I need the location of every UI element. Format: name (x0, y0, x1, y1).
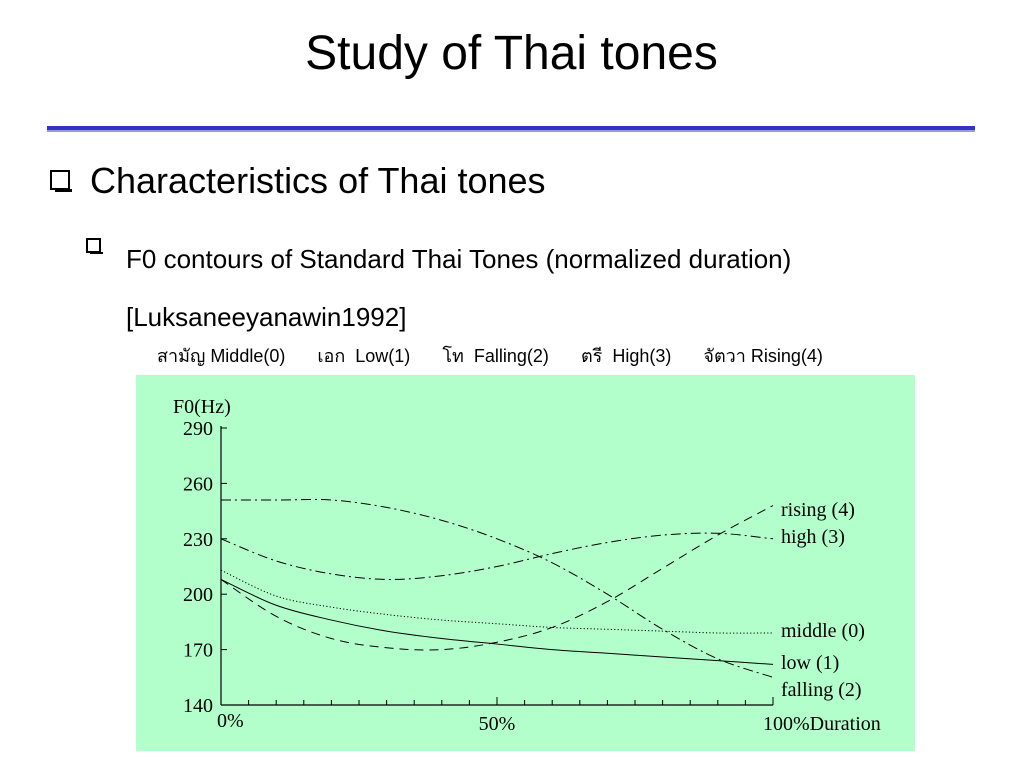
checkbox-bullet-icon (50, 170, 72, 192)
tone-label: Low(1) (355, 346, 411, 366)
series-line (220, 569, 774, 634)
tone-item: สามัญ Middle(0) (157, 343, 285, 369)
tone-thai: เอก (317, 346, 346, 366)
y-tick-label: 230 (183, 529, 213, 551)
bullet-f0-contours: F0 contours of Standard Thai Tones (norm… (126, 244, 792, 332)
tone-thai: จัตวา (703, 346, 746, 366)
tone-item: ตรี High(3) (581, 343, 671, 369)
series-label: high (3) (781, 526, 845, 548)
x-tick-label: 0% (217, 710, 244, 732)
slide-title: Study of Thai tones (305, 27, 718, 80)
tone-label: High(3) (612, 346, 672, 366)
bullet-characteristics: Characteristics of Thai tones (90, 160, 546, 201)
y-tick-label: 290 (183, 418, 213, 440)
checkbox-bullet-icon (86, 238, 103, 254)
series-line (220, 578, 774, 665)
tone-item: จัตวา Rising(4) (703, 343, 823, 369)
title-divider-shadow (47, 130, 975, 132)
y-tick-label: 140 (183, 695, 213, 717)
series-label: rising (4) (781, 499, 855, 521)
title-divider (47, 126, 975, 130)
series-line (220, 532, 774, 580)
series-label: falling (2) (781, 679, 862, 701)
series-line (220, 498, 774, 678)
tone-thai: โท (442, 346, 464, 366)
y-tick-label: 200 (183, 584, 213, 606)
f0-contour-chart: F0(Hz) 290 260 230 200 170 140 0% 50% 100%Duratio… (136, 375, 915, 751)
tone-label: Rising(4) (750, 346, 823, 366)
x-tick-label: 50% (479, 713, 516, 735)
tone-thai: ตรี (580, 346, 603, 366)
tone-thai: สามัญ (157, 346, 206, 366)
y-tick-label: 170 (183, 640, 213, 662)
tone-item: โท Falling(2) (442, 343, 549, 369)
y-tick-label: 260 (183, 473, 213, 495)
tone-label: Falling(2) (473, 346, 549, 366)
series-label: low (1) (781, 652, 839, 674)
tone-item: เอก Low(1) (317, 343, 410, 369)
y-axis-label: F0(Hz) (173, 396, 231, 418)
x-tick-label: 100%Duration (763, 713, 881, 735)
series-line (220, 505, 774, 651)
tone-legend-row: สามัญ Middle(0) เอก Low(1) โท Falling(2)… (157, 343, 823, 369)
series-label: middle (0) (781, 620, 865, 642)
tone-label: Middle(0) (210, 346, 286, 366)
